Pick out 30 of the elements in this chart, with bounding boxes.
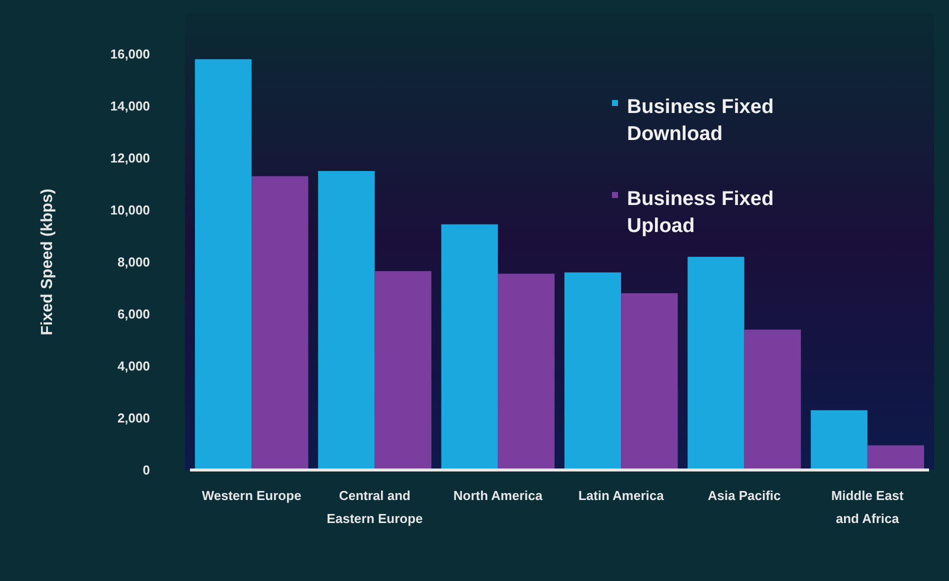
bar <box>252 176 308 470</box>
y-tick-label: 8,000 <box>117 254 150 270</box>
bar <box>744 330 801 470</box>
y-tick-label: 2,000 <box>117 410 150 426</box>
y-tick-label: 16,000 <box>110 46 150 62</box>
legend-label: Business Fixed Upload <box>627 188 774 237</box>
bar <box>441 224 498 470</box>
x-tick-label: Latin America <box>578 488 665 503</box>
bar <box>194 59 252 470</box>
bar <box>688 256 744 470</box>
bar <box>810 410 868 470</box>
bar <box>867 445 924 470</box>
legend-label: Business Fixed Download <box>627 96 774 145</box>
y-tick-label: 12,000 <box>110 150 150 166</box>
bar <box>564 272 622 470</box>
y-tick-label: 14,000 <box>110 98 150 114</box>
bar <box>318 171 375 470</box>
y-axis-title: Fixed Speed (kbps) <box>39 188 56 336</box>
x-tick-label: Asia Pacific <box>708 488 781 503</box>
bar <box>621 293 678 470</box>
x-tick-label: Central and Eastern Europe <box>326 488 423 526</box>
bar <box>498 274 555 470</box>
bar <box>374 271 432 470</box>
x-tick-label: Western Europe <box>202 488 302 503</box>
y-tick-label: 4,000 <box>117 358 150 374</box>
x-tick-label: North America <box>453 488 544 503</box>
y-tick-label: 6,000 <box>117 306 150 322</box>
x-tick-label: Middle East and Africa <box>831 488 904 526</box>
y-tick-label: 0 <box>142 462 150 478</box>
y-tick-label: 10,000 <box>110 202 150 218</box>
